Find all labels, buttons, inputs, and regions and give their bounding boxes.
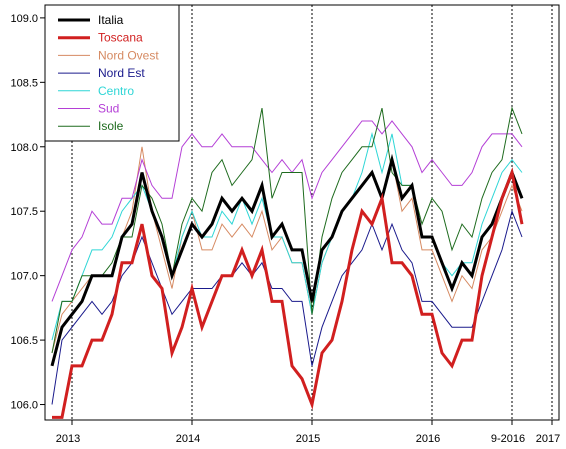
series-line-nord-est [51, 209, 523, 405]
vertical-reference-lines [71, 5, 553, 420]
x-tick-label: 2014 [176, 433, 200, 445]
x-tick-label: 2017 [536, 433, 560, 445]
legend-label: Toscana [98, 31, 143, 45]
legend-label: Centro [98, 84, 134, 98]
legend-label: Nord Est [98, 66, 145, 80]
x-tick-label: 2016 [416, 433, 440, 445]
legend-label: Sud [98, 102, 119, 116]
legend-label: Nord Ovest [98, 48, 159, 62]
x-axis: 2013 2014 2015 2016 9-2016 2017 [56, 420, 560, 445]
y-tick-label: 107.5 [10, 206, 38, 218]
y-tick-label: 107.0 [10, 271, 38, 283]
legend: Italia Toscana Nord Ovest Nord Est Centro Sud… [44, 4, 180, 142]
series-line-sud [51, 120, 523, 302]
legend-label: Isole [98, 119, 124, 133]
plot-frame [44, 4, 560, 421]
series-line-toscana [52, 167, 524, 419]
y-tick-label: 108.5 [10, 77, 38, 89]
x-tick-label: 9-2016 [491, 433, 525, 445]
y-tick-label: 108.0 [10, 142, 38, 154]
y-tick-label: 106.0 [10, 400, 38, 412]
legend-label: Italia [98, 13, 124, 27]
series-line-isole [51, 106, 523, 354]
series-lines [50, 106, 524, 419]
y-tick-label: 106.5 [10, 335, 38, 347]
x-tick-label: 2015 [296, 433, 320, 445]
y-tick-label: 109.0 [10, 13, 38, 25]
y-axis: 106.0 106.5 107.0 107.5 108.0 108.5 109.0 [10, 13, 45, 412]
x-tick-label: 2013 [56, 433, 80, 445]
series-line-italia [50, 153, 524, 367]
